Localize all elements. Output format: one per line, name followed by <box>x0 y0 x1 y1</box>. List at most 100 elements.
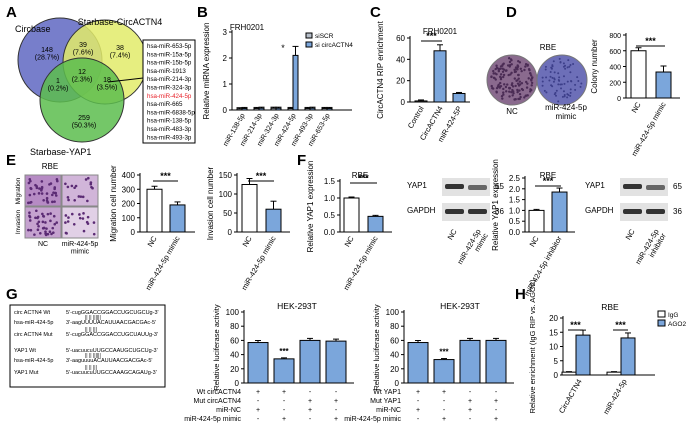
condition-sign: - <box>257 416 260 423</box>
colony-dot <box>524 65 526 67</box>
colony-dot <box>502 76 504 78</box>
colony-dot <box>490 75 492 77</box>
condition-sign: - <box>417 416 420 423</box>
bar-luciferase <box>300 340 320 383</box>
bar-d-mimic <box>656 72 671 98</box>
colony-dot <box>569 71 571 73</box>
lane-label: miR-424-5pinhibitor <box>633 227 668 270</box>
bar-f2-inhibitor <box>552 192 567 232</box>
bar-e2-mimic <box>266 209 281 232</box>
cell-dot <box>67 186 70 189</box>
x-tick-label: NC <box>630 100 644 114</box>
bar-c <box>453 93 465 102</box>
cell-dot <box>71 213 74 216</box>
colony-dot <box>513 98 515 100</box>
cell-dot <box>28 178 31 181</box>
sequence-name: YAP1 Mut <box>14 370 39 376</box>
cell-dot <box>73 199 76 202</box>
y-tick-label: 1.0 <box>509 206 521 215</box>
cell-dot <box>67 216 70 219</box>
cell-dot <box>73 223 76 226</box>
colony-dot <box>502 71 504 73</box>
bar-luciferase <box>274 359 294 383</box>
y-axis-label: Relative luciferase activity <box>212 304 221 391</box>
cell-dot <box>28 215 31 218</box>
y-tick-label: 400 <box>609 65 621 72</box>
y-axis-label: Colony number <box>590 39 599 94</box>
cell-dot <box>30 201 33 204</box>
side-label-invasion: Invasion <box>15 210 22 235</box>
figure: A B C DE FG HCircbaseStarbase-CircACTN4Starba… <box>0 0 700 431</box>
x-tick-label: NC <box>146 234 160 248</box>
condition-sign: - <box>469 416 472 423</box>
cell-dot <box>41 213 44 216</box>
colony-dot <box>574 89 576 91</box>
colony-dot <box>563 62 565 64</box>
cell-dot <box>82 196 85 199</box>
cell-dot <box>44 221 47 224</box>
bar-e2-nc <box>242 185 257 233</box>
bar-f2-nc <box>529 210 544 232</box>
condition-sign: - <box>335 407 338 414</box>
colony-dot <box>580 86 582 88</box>
colony-dot <box>528 77 530 79</box>
colony-dot <box>564 94 566 96</box>
lane-label: NC <box>446 227 460 241</box>
legend-siscr: siSCR <box>315 33 334 40</box>
condition-label: Wt circACTN4 <box>197 389 241 396</box>
colony-dot <box>508 87 510 89</box>
bar-sicircactn4 <box>327 108 332 110</box>
bar-d-nc <box>631 51 646 98</box>
colony-dot <box>492 70 494 72</box>
cell-dot <box>40 188 43 191</box>
colony-dot <box>509 73 511 75</box>
colony-dot <box>518 84 520 86</box>
panel-label-g: G <box>6 286 18 303</box>
condition-sign: + <box>468 398 472 405</box>
image-label: NC <box>38 241 48 248</box>
colony-dot <box>570 88 572 90</box>
colony-dot <box>550 76 552 78</box>
cell-dot <box>67 199 70 202</box>
cell-dot <box>93 233 96 236</box>
colony-dot <box>567 81 569 83</box>
axes-h: 05101520Relative enrichment (IgG RIP vs.… <box>528 279 655 414</box>
sequence-text: 3'-aagUUUUACAUUAACGACGAc-5' <box>66 320 156 326</box>
chart-title-g: HEK-293T <box>277 301 317 311</box>
cell-dot <box>46 197 49 200</box>
colony-dot <box>508 95 510 97</box>
y-axis-label: CircACTN4 RIP enrichment <box>376 20 385 118</box>
y-tick-label: 50 <box>223 209 232 218</box>
colony-dot <box>554 71 556 73</box>
sequence-text: 5'-cugGGACCGGACCUGCUAUUg-3' <box>66 332 158 338</box>
cell-dot <box>41 192 44 195</box>
colony-dot <box>505 69 507 71</box>
blot-row-label: GAPDH <box>407 206 436 215</box>
condition-label: Wt YAP1 <box>373 389 401 396</box>
cell-dot <box>83 230 86 233</box>
lane-label: NC <box>624 227 638 241</box>
cell-dot <box>91 187 94 190</box>
bar-sicircactn4 <box>259 108 264 110</box>
colony-dot <box>493 77 495 79</box>
colony-dot <box>566 96 568 98</box>
y-tick-label: 800 <box>609 33 621 40</box>
colony-dot <box>542 77 544 79</box>
colony-dot <box>545 69 547 71</box>
y-tick-label: 0 <box>228 228 233 237</box>
y-tick-label: 0 <box>131 228 136 237</box>
condition-sign: + <box>334 398 338 405</box>
colony-dot <box>511 94 513 96</box>
colony-dot <box>522 89 524 91</box>
significance-star: *** <box>439 348 449 357</box>
colony-dot <box>508 90 510 92</box>
colony-dot <box>491 85 493 87</box>
bar-c <box>434 51 446 102</box>
bar-sicircactn4 <box>310 108 315 110</box>
colony-dot <box>517 74 519 76</box>
y-tick-label: 0 <box>554 371 559 380</box>
cell-dot <box>54 192 57 195</box>
y-tick-label: 60 <box>390 336 399 345</box>
condition-sign: - <box>283 407 286 414</box>
significance-star: *** <box>543 176 554 186</box>
